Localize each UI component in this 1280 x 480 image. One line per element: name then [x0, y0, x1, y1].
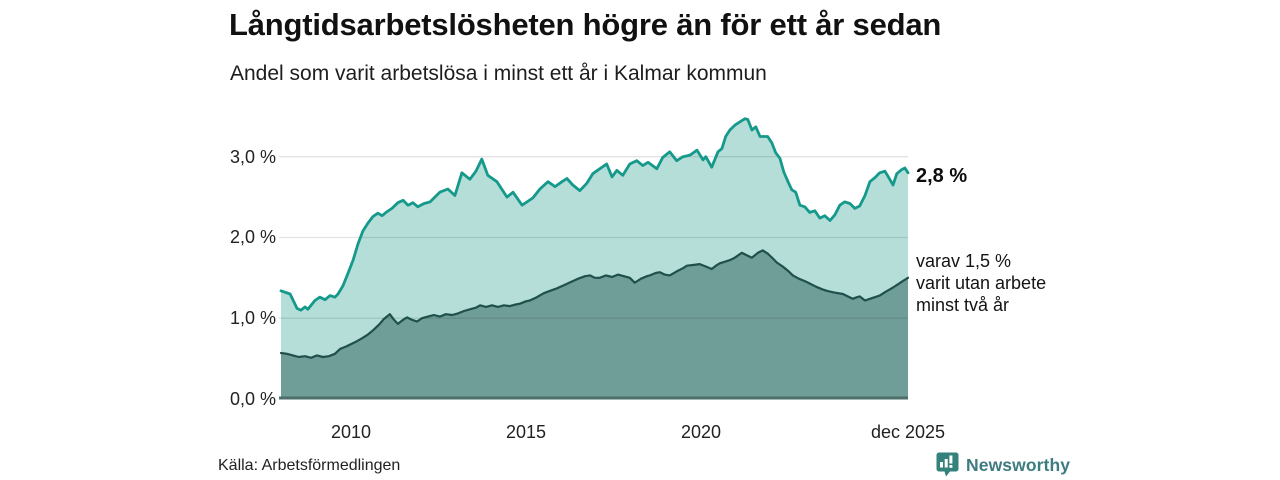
series-area-two-years	[281, 250, 908, 399]
y-axis-tick-3: 3,0 %	[229, 147, 276, 167]
y-axis-tick-0: 0,0 %	[229, 389, 276, 409]
series-line-two-years	[279, 249, 910, 359]
page-title: Långtidsarbetslösheten högre än för ett …	[229, 7, 942, 42]
source-credit: Källa: Arbetsförmedlingen	[218, 457, 401, 474]
newsworthy-logo-icon	[936, 452, 959, 477]
newsworthy-logo: Newsworthy	[936, 452, 1136, 478]
series-end-label-two-years: varav 1,5 % varit utan arbete minst två …	[916, 250, 1076, 316]
x-axis-tick-dec-2025: dec 2025	[870, 422, 946, 442]
page-subtitle: Andel som varit arbetslösa i minst ett å…	[230, 62, 767, 85]
annotation-line-1: varav 1,5 %	[916, 251, 1012, 271]
series-end-label-total: 2,8 %	[916, 165, 968, 187]
annotation-line-2: varit utan arbete	[916, 273, 1047, 293]
x-axis-tick-2010: 2010	[330, 422, 372, 442]
x-axis-tick-2020: 2020	[680, 422, 722, 442]
x-axis-tick-2015: 2015	[505, 422, 547, 442]
series-line-total	[279, 117, 910, 312]
y-axis-tick-2: 2,0 %	[229, 227, 276, 247]
y-axis-tick-1: 1,0 %	[229, 308, 276, 328]
newsworthy-logo-text: Newsworthy	[966, 454, 1071, 475]
annotation-line-3: minst två år	[916, 295, 1010, 315]
